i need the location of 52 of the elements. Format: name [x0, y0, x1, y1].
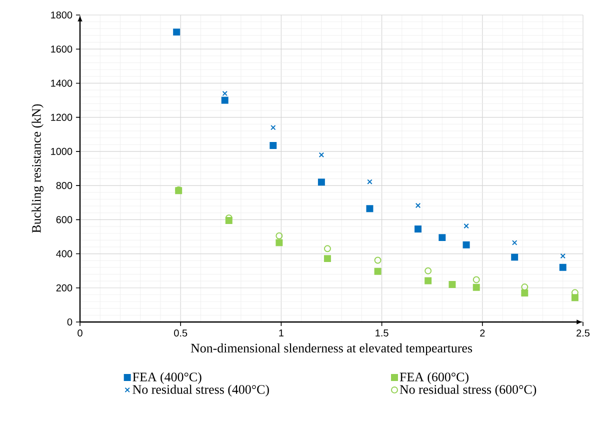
point: [464, 223, 469, 229]
point: [521, 290, 528, 296]
point: [276, 232, 283, 240]
y-tick-label: 400: [56, 250, 72, 258]
legend-label: No residual stress (400°C): [132, 384, 269, 396]
y-axis-title: Buckling resistance (kN): [32, 104, 44, 233]
point: [318, 152, 324, 158]
legend-label: FEA (600°C): [400, 372, 468, 384]
y-tick-label: 200: [56, 284, 72, 292]
point: [367, 179, 372, 184]
point: [374, 268, 382, 275]
x-tick-label: 0: [78, 330, 82, 337]
point: [222, 90, 228, 96]
y-tick-label: 1800: [51, 11, 72, 19]
point: [173, 28, 180, 36]
point: [472, 276, 480, 284]
point: [462, 241, 470, 248]
point: [366, 205, 374, 212]
x-tick-label: 0.5: [174, 330, 188, 337]
x-tick-label: 1.5: [376, 330, 388, 336]
point: [324, 255, 331, 262]
point: [374, 256, 382, 264]
y-tick-label: 0: [67, 318, 72, 326]
y-tick-label: 1200: [51, 114, 72, 121]
point: [270, 124, 276, 130]
point: [438, 234, 446, 242]
point: [270, 142, 277, 149]
point: [559, 264, 566, 271]
point: [560, 253, 566, 259]
point: [424, 267, 432, 274]
x-tick-label: 1: [279, 330, 284, 336]
point: [318, 178, 325, 186]
legend-label: No residual stress (600°C): [400, 384, 536, 396]
y-tick-label: 1000: [51, 148, 72, 155]
y-tick-label: 1600: [51, 46, 72, 53]
point: [511, 254, 518, 261]
point: [324, 245, 331, 252]
point: [448, 280, 456, 288]
point: [414, 226, 422, 233]
legend-label: FEA (400°C): [132, 372, 202, 384]
point: [276, 239, 283, 246]
y-tick-label: 600: [56, 216, 72, 224]
x-tick-label: 2: [480, 330, 485, 336]
y-tick-label: 800: [56, 182, 72, 190]
point: [415, 202, 421, 208]
y-tick-label: 1400: [51, 80, 72, 87]
x-axis-title: Non-dimensional slenderness at elevated tempeartures: [190, 343, 472, 356]
point: [221, 96, 228, 104]
point: [424, 277, 432, 284]
point: [472, 284, 480, 291]
point: [512, 240, 518, 246]
x-tick-label: 2.5: [576, 330, 590, 337]
